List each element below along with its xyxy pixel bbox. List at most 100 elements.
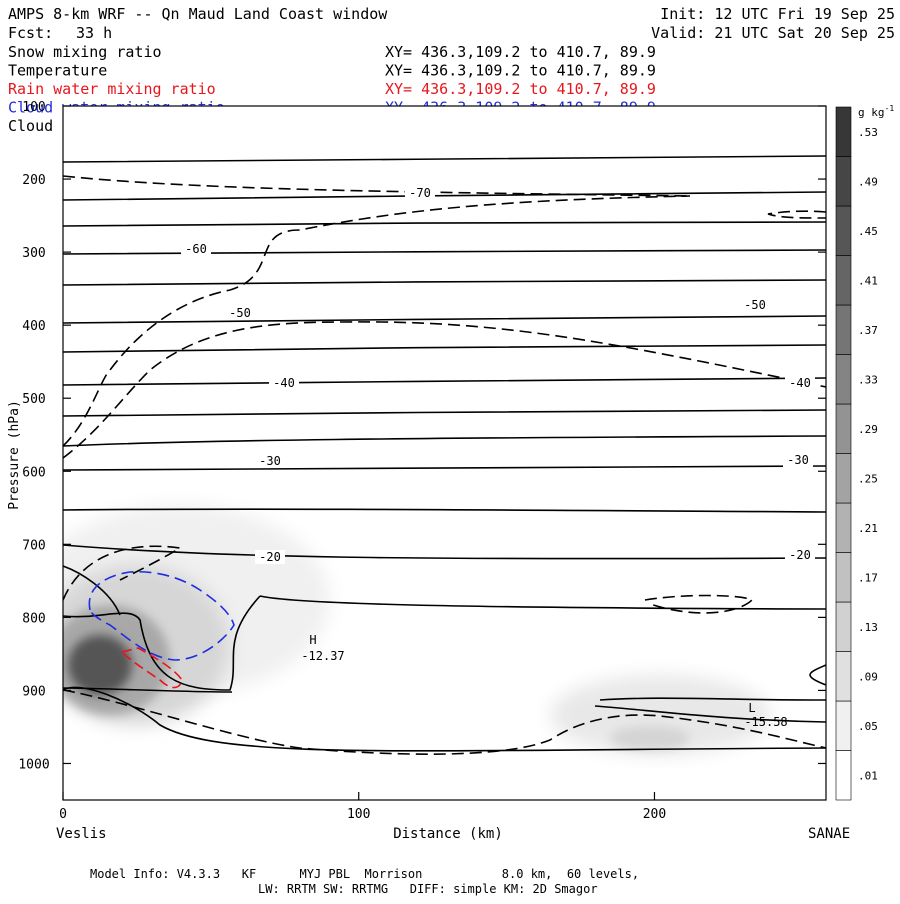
snow-shade-core [68, 635, 132, 695]
colorbar-level-label: .49 [858, 175, 878, 188]
y-tick-label: 300 [22, 246, 45, 261]
temperature-contours [63, 155, 826, 752]
field-legend-xy: XY= 436.3,109.2 to 410.7, 89.9 [385, 43, 656, 61]
colorbar-bin [835, 255, 852, 306]
temperature-label-bg [225, 306, 255, 320]
isotherm [63, 279, 826, 286]
cloud-ice-contour [63, 321, 826, 459]
temperature-labels: -70 -60 -50 -50 -40 -40 -30 -30 -20 -20 [181, 186, 815, 564]
isotherm [63, 155, 826, 163]
x-tick-label: 200 [643, 807, 666, 822]
x-tick-label: 100 [347, 807, 370, 822]
temperature-label: -60 [185, 242, 207, 256]
temperature-label: -40 [789, 376, 811, 390]
low-marker: L [748, 701, 755, 715]
field-legend-xy: XY= 436.3,109.2 to 410.7, 89.9 [385, 62, 656, 80]
isotherm [63, 377, 826, 386]
y-tick-label: 1000 [18, 757, 49, 772]
temperature-label: -50 [744, 298, 766, 312]
valid-time: Valid: 21 UTC Sat 20 Sep 25 [651, 24, 895, 42]
isotherm [63, 409, 826, 417]
colorbar-bin [835, 106, 852, 157]
snow-shade-right [550, 675, 770, 755]
cloud-ice-contour [644, 594, 754, 614]
temperature-label: -30 [787, 453, 809, 467]
colorbar-bin [835, 354, 852, 405]
colorbar-level-label: .13 [858, 621, 878, 634]
colorbar-bin [835, 502, 852, 553]
x-axis: 0 100 200 [59, 792, 666, 822]
colorbar: g kg-1 .01 .05 .09 .13 .17 .21 .25 .29 .33 .37 .41… [835, 104, 894, 801]
footer: Model Info: V4.3.3 KF MYJ PBL Morrison 8… [90, 867, 639, 896]
cloud-water-contour [88, 570, 235, 661]
low-value: -15.58 [744, 715, 787, 729]
isotherm [63, 465, 826, 471]
temperature-label-bg [181, 242, 211, 256]
temperature-label: -40 [273, 376, 295, 390]
colorbar-bin [835, 651, 852, 702]
colorbar-bin [835, 156, 852, 207]
isotherm [594, 705, 826, 723]
colorbar-level-label: .45 [858, 225, 878, 238]
cloud-ice-contour [63, 195, 691, 447]
temperature-label-bg [405, 186, 435, 200]
colorbar-bin [835, 750, 852, 801]
plot-area: -70 -60 -50 -50 -40 -40 -30 -30 -20 -20 H -12.37 … [7, 100, 850, 842]
rain-water-contour [120, 647, 183, 689]
temperature-label: -20 [789, 548, 811, 562]
colorbar-level-label: .17 [858, 571, 878, 584]
y-axis-label: Pressure (hPa) [7, 400, 22, 510]
temperature-label: -70 [409, 186, 431, 200]
y-axis: 100 200 300 400 500 600 700 800 900 1000 [18, 100, 826, 772]
colorbar-bin [835, 304, 852, 355]
x-left-endpoint: Veslis [56, 826, 107, 842]
init-time: Init: 12 UTC Fri 19 Sep 25 [660, 5, 895, 23]
colorbar-unit: g kg-1 [858, 104, 894, 119]
chart-title: AMPS 8-km WRF -- Qn Maud Land Coast wind… [8, 5, 388, 23]
isotherm [63, 315, 826, 324]
cloud-ice-contour [63, 175, 691, 197]
temperature-label-bg [785, 548, 815, 562]
colorbar-bin [835, 552, 852, 603]
temperature-label-bg [740, 298, 770, 312]
temperature-label-bg [785, 376, 815, 390]
field-legend-xy: XY= 436.3,109.2 to 410.7, 89.9 [385, 80, 656, 98]
y-tick-label: 500 [22, 392, 45, 407]
plot-frame [62, 105, 827, 801]
isotherm [63, 344, 826, 353]
cloud-ice-contour [63, 545, 183, 601]
colorbar-level-label: .29 [858, 423, 878, 436]
colorbar-level-label: .41 [858, 274, 878, 287]
isotherm [809, 664, 826, 686]
high-value: -12.37 [301, 649, 344, 663]
colorbar-level-label: .25 [858, 472, 878, 485]
y-tick-label: 100 [22, 100, 45, 115]
isotherm [63, 565, 121, 616]
isotherm [259, 595, 826, 610]
isotherm [63, 435, 826, 447]
colorbar-level-label: .09 [858, 670, 878, 683]
isotherm [63, 221, 826, 227]
y-tick-label: 800 [22, 611, 45, 626]
x-tick-label: 0 [59, 807, 67, 822]
colorbar-level-label: .53 [858, 126, 878, 139]
x-right-endpoint: SANAE [808, 826, 850, 842]
y-tick-label: 600 [22, 465, 45, 480]
colorbar-bin [835, 700, 852, 751]
cloud-ice-contour [63, 689, 826, 755]
temperature-label: -50 [229, 306, 251, 320]
y-tick-label: 400 [22, 319, 45, 334]
colorbar-level-label: .05 [858, 720, 878, 733]
extrema-markers: H -12.37 L -15.58 [301, 633, 787, 729]
model-info-line1: Model Info: V4.3.3 KF MYJ PBL Morrison 8… [90, 867, 639, 881]
isotherm [63, 544, 826, 560]
colorbar-level-label: .33 [858, 373, 878, 386]
temperature-label-bg [269, 376, 299, 390]
colorbar-bin [835, 601, 852, 652]
isotherm [63, 595, 261, 691]
temperature-label-bg [783, 453, 813, 467]
isotherm [63, 249, 826, 255]
isotherm [63, 686, 826, 752]
temperature-label-bg [255, 454, 285, 468]
